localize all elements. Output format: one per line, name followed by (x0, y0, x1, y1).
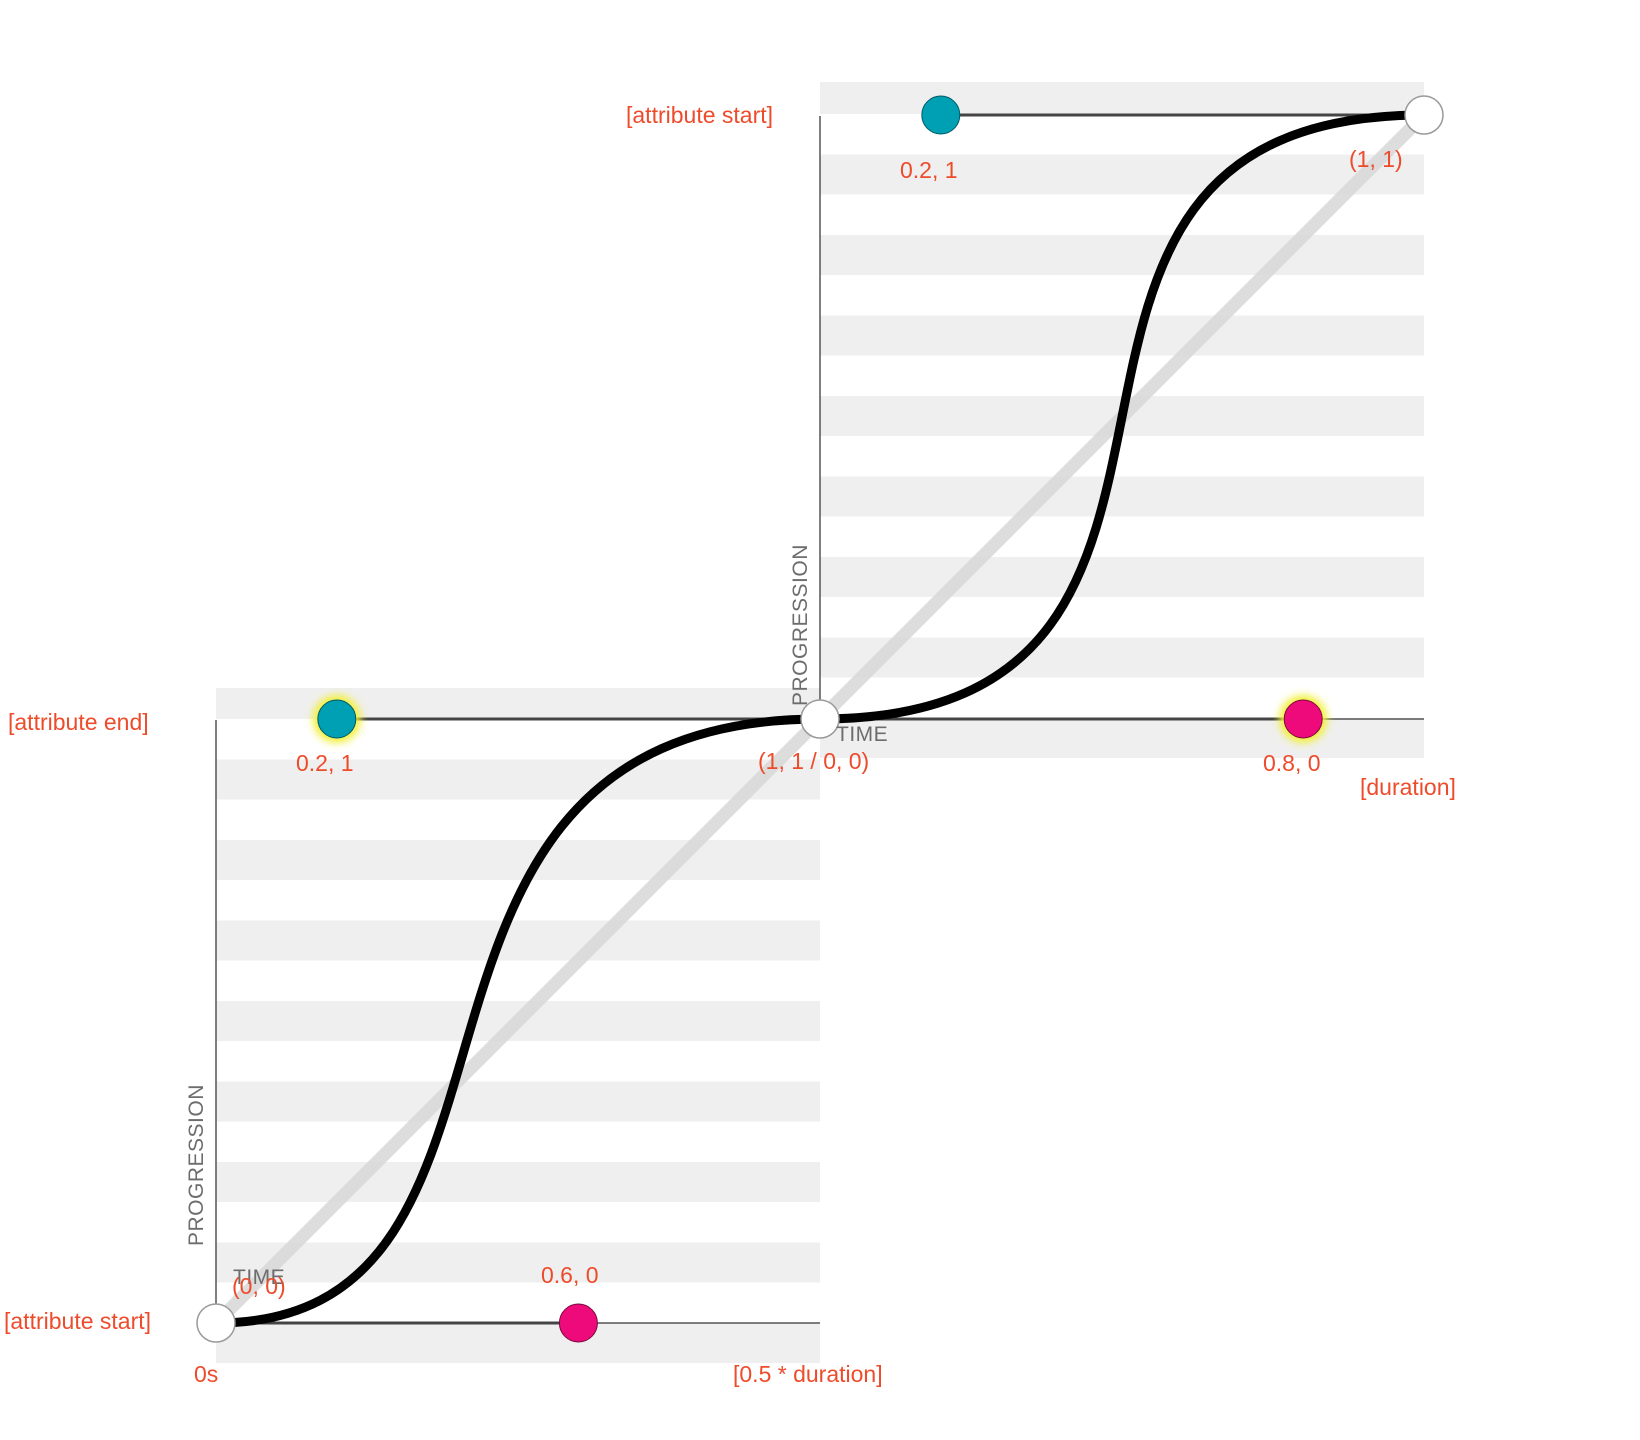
grid-stripe (820, 718, 1424, 758)
label-point-origin: (0, 0) (232, 1273, 286, 1299)
grid-stripe (216, 1162, 820, 1202)
time-axis-label-first: TIME (233, 1266, 285, 1289)
label-point-middle: (1, 1 / 0, 0) (758, 748, 869, 774)
label-duration: [duration] (1360, 774, 1456, 800)
grid-stripe (216, 1242, 820, 1283)
grid-stripe (820, 557, 1424, 597)
grid-stripe (820, 154, 1424, 195)
grid-stripe (216, 840, 820, 880)
label-control-first-p1: 0.6, 0 (541, 1262, 599, 1288)
control-point-first-p1[interactable] (558, 1303, 598, 1343)
control-point-second-p2[interactable] (921, 95, 961, 135)
grid-stripe (820, 82, 1424, 114)
label-attribute-end: [attribute end] (8, 709, 149, 735)
grid-stripe (216, 920, 820, 961)
grid-stripe (820, 315, 1424, 356)
control-point-first-p2[interactable] (317, 699, 357, 739)
label-half-duration: [0.5 * duration] (733, 1361, 883, 1387)
grid-stripe (820, 235, 1424, 275)
grid-stripe (820, 476, 1424, 517)
grid-stripe (820, 637, 1424, 678)
endpoint-start[interactable] (196, 1303, 236, 1343)
label-time-zero: 0s (194, 1361, 218, 1387)
label-control-second-p2: 0.2, 1 (900, 157, 958, 183)
bezier-curve-second-segment (815, 110, 1429, 724)
grid-stripe (216, 759, 820, 800)
grid-stripe (216, 1323, 820, 1363)
label-attribute-start-top: [attribute start] (626, 102, 773, 128)
time-axis-label-second: TIME (836, 723, 888, 746)
endpoint-middle[interactable] (800, 699, 840, 739)
label-point-end: (1, 1) (1349, 146, 1403, 172)
progression-axis-label-second: PROGRESSION (789, 544, 812, 706)
grid-stripe (216, 1081, 820, 1122)
label-control-second-p1: 0.8, 0 (1263, 750, 1321, 776)
progression-axis-label-first: PROGRESSION (185, 1084, 208, 1246)
grid-stripe (216, 688, 820, 719)
label-control-first-p2: 0.2, 1 (296, 750, 354, 776)
control-point-second-p1[interactable] (1283, 699, 1323, 739)
endpoint-end[interactable] (1404, 95, 1444, 135)
bezier-curve-first-segment (211, 714, 825, 1328)
label-attribute-start-bottom: [attribute start] (4, 1308, 151, 1334)
